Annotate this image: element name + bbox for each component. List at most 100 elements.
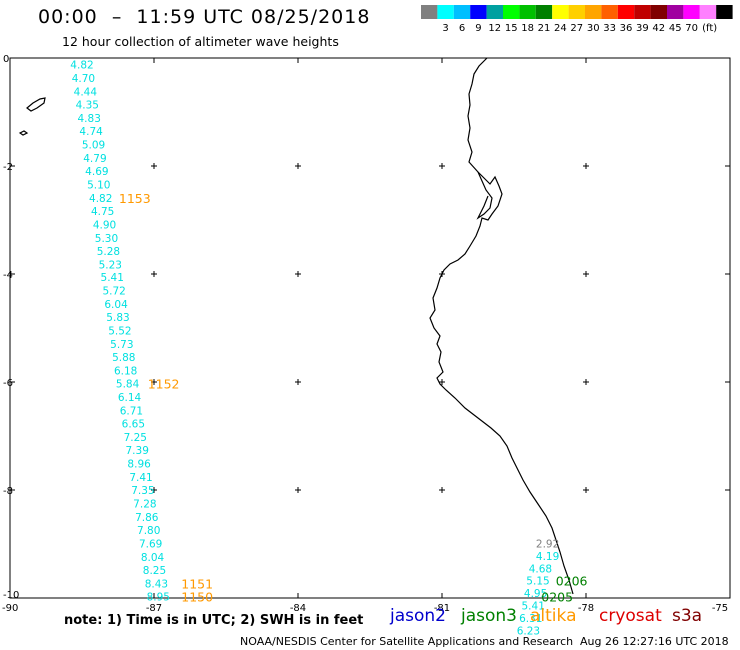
- wave-height-value: 4.74: [79, 126, 103, 138]
- scale-swatch: [519, 5, 536, 19]
- scale-label: 12: [488, 23, 501, 33]
- wave-height-value: 7.39: [126, 445, 149, 457]
- wave-height-value: 5.23: [99, 259, 122, 271]
- wave-height-value: 6.71: [120, 406, 143, 418]
- wave-height-value: 4.83: [78, 113, 101, 125]
- wave-height-value: 5.88: [112, 352, 135, 364]
- scale-swatch: [634, 5, 651, 19]
- lon-tick-label: -90: [2, 603, 18, 614]
- lat-tick-label: -10: [3, 590, 19, 601]
- wave-height-value: 5.15: [526, 576, 549, 588]
- wave-height-value: 6.65: [122, 419, 145, 431]
- scale-swatch: [585, 5, 602, 19]
- island-large: [26, 97, 46, 112]
- scale-swatch: [699, 5, 717, 19]
- page-subtitle: 12 hour collection of altimeter wave hei…: [62, 34, 339, 49]
- wave-height-value: 7.80: [137, 525, 160, 537]
- scale-label: 3: [442, 23, 448, 33]
- scale-swatch: [535, 5, 553, 19]
- wave-height-value: 4.79: [83, 153, 106, 165]
- scale-swatch: [552, 5, 569, 19]
- wave-height-value: 5.30: [95, 233, 118, 245]
- wave-height-value: 7.69: [139, 538, 162, 550]
- lon-tick-label: -81: [434, 603, 450, 614]
- wave-height-value: 5.41: [101, 272, 124, 284]
- footer-note: note: 1) Time is in UTC; 2) SWH is in fe…: [64, 613, 364, 628]
- island-small: [18, 130, 29, 136]
- wave-height-value: 4.95: [524, 588, 547, 600]
- wave-height-value: 2.92: [536, 538, 559, 550]
- wave-height-value: 5.52: [108, 326, 131, 338]
- scale-swatch: [601, 5, 618, 19]
- scale-label: 27: [570, 23, 583, 33]
- time-label: 1150: [181, 589, 213, 604]
- wave-height-value: 4.90: [93, 219, 116, 231]
- wave-height-value: 7.25: [124, 432, 147, 444]
- wave-height-value: 7.41: [129, 472, 152, 484]
- lon-tick-label: -78: [578, 603, 594, 614]
- wave-height-value: 4.75: [91, 206, 114, 218]
- scale-label: 9: [475, 23, 481, 33]
- map-frame: [9, 57, 731, 599]
- satellite-cryosat: cryosat: [599, 606, 662, 626]
- color-scale-legend: 3 6 9 12 15 18 21 24 27 30 33 36 39 42 45 70 (ft): [421, 5, 733, 33]
- wave-height-value: 5.73: [110, 339, 133, 351]
- lon-tick-label: -75: [712, 603, 728, 614]
- wave-height-value: 4.70: [72, 73, 95, 85]
- credit-line: NOAA/NESDIS Center for Satellite Applica…: [240, 635, 574, 648]
- scale-label: 36: [620, 23, 633, 33]
- scale-swatch: [421, 5, 438, 19]
- scale-label: 70: [685, 23, 698, 33]
- scale-label: 18: [521, 23, 534, 33]
- wave-height-value: 5.41: [522, 601, 545, 613]
- wave-height-value: 8.95: [147, 591, 170, 603]
- satellite-altika: altika: [530, 606, 577, 626]
- wave-height-value: 7.28: [133, 499, 156, 511]
- wave-height-value: 4.82: [89, 193, 112, 205]
- satellite-jason3: jason3: [461, 606, 517, 626]
- lat-tick-label: -8: [3, 486, 13, 497]
- wave-height-value: 4.35: [76, 99, 99, 111]
- scale-label: 45: [669, 23, 682, 33]
- scale-swatch: [568, 5, 585, 19]
- generated-timestamp: Aug 26 12:27:16 UTC 2018: [580, 635, 729, 648]
- time-label: 0205: [541, 589, 573, 604]
- scale-swatch: [437, 5, 454, 19]
- lat-tick-label: -4: [3, 270, 13, 281]
- wave-height-value: 5.84: [116, 379, 140, 391]
- satellite-jason2: jason2: [390, 606, 446, 626]
- wave-height-value: 8.25: [143, 565, 166, 577]
- wave-height-value: 5.09: [82, 139, 105, 151]
- scale-label: 24: [554, 23, 567, 33]
- scale-swatch: [667, 5, 684, 19]
- scale-swatch: [453, 5, 471, 19]
- scale-swatch: [716, 5, 733, 19]
- wave-height-value: 4.82: [70, 59, 93, 71]
- wave-height-value: 4.19: [536, 551, 559, 563]
- scale-swatch: [486, 5, 503, 19]
- wave-height-value: 4.69: [85, 166, 108, 178]
- wave-height-value: 8.96: [127, 459, 151, 471]
- time-label: 1153: [119, 191, 151, 206]
- wave-height-value: 5.10: [87, 179, 110, 191]
- time-label: 0206: [556, 574, 588, 589]
- wave-height-value: 5.72: [102, 286, 125, 298]
- wave-height-value: 8.04: [141, 552, 165, 564]
- wave-height-value: 5.83: [106, 312, 129, 324]
- wave-height-value: 4.44: [74, 86, 98, 98]
- scale-swatch: [650, 5, 667, 19]
- lat-tick-label: -6: [3, 378, 13, 389]
- wave-height-value: 7.86: [135, 512, 159, 524]
- scale-swatch: [683, 5, 700, 19]
- wave-height-value: 6.31: [519, 613, 542, 625]
- lon-tick-label: -84: [290, 603, 306, 614]
- coastline-inlet: [476, 171, 493, 220]
- time-label: 1152: [148, 377, 180, 392]
- wave-height-value: 4.68: [529, 563, 552, 575]
- wave-height-value: 6.04: [104, 299, 128, 311]
- coastline: [429, 57, 574, 595]
- scale-unit: (ft): [702, 23, 717, 33]
- scale-label: 15: [505, 23, 518, 33]
- wave-height-value: 6.23: [517, 625, 540, 637]
